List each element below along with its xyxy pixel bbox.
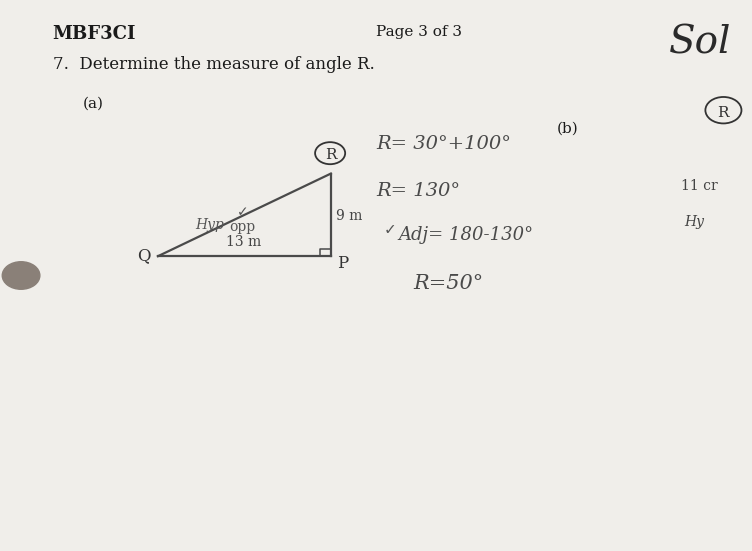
Text: (b): (b): [556, 121, 578, 135]
Text: ✓: ✓: [384, 222, 396, 237]
Text: ✓: ✓: [237, 206, 248, 219]
Text: Sol: Sol: [669, 25, 732, 62]
Text: Adj= 180-130°: Adj= 180-130°: [399, 226, 534, 244]
Circle shape: [2, 262, 40, 289]
Text: R= 30°+100°: R= 30°+100°: [376, 135, 511, 153]
Text: P: P: [337, 255, 348, 272]
Text: Hy: Hy: [684, 215, 705, 229]
Text: 13 m: 13 m: [226, 235, 261, 249]
Text: R= 130°: R= 130°: [376, 182, 460, 199]
Text: Hyp: Hyp: [196, 218, 224, 231]
Text: Q: Q: [137, 247, 150, 264]
Text: MBF3CI: MBF3CI: [53, 25, 136, 43]
Text: 7.  Determine the measure of angle R.: 7. Determine the measure of angle R.: [53, 56, 374, 73]
Text: (a): (a): [83, 96, 104, 110]
Text: 11 cr: 11 cr: [681, 179, 717, 193]
Text: R: R: [326, 148, 337, 162]
Text: R: R: [717, 106, 729, 120]
Text: 9 m: 9 m: [336, 209, 362, 223]
Text: opp: opp: [229, 220, 256, 234]
Text: Page 3 of 3: Page 3 of 3: [376, 25, 462, 39]
Text: R=50°: R=50°: [414, 274, 484, 293]
